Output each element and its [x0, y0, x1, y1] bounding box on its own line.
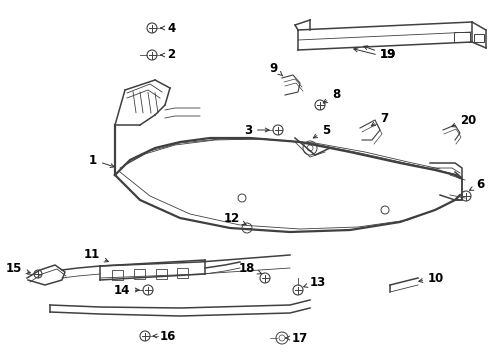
Text: 12: 12: [224, 211, 246, 225]
Text: 16: 16: [153, 329, 176, 342]
Text: 4: 4: [161, 22, 175, 35]
Text: 7: 7: [371, 112, 388, 126]
Text: 10: 10: [419, 271, 444, 284]
Text: 17: 17: [286, 332, 308, 345]
Text: 19: 19: [364, 46, 396, 62]
Text: 20: 20: [452, 113, 476, 127]
Text: 8: 8: [323, 89, 340, 103]
Text: 6: 6: [469, 179, 484, 192]
Text: 5: 5: [313, 123, 330, 138]
Text: 18: 18: [239, 261, 261, 274]
Text: 2: 2: [161, 49, 175, 62]
Text: 19: 19: [380, 49, 396, 62]
Text: 14: 14: [114, 284, 139, 297]
Text: 3: 3: [244, 123, 269, 136]
Text: 15: 15: [5, 261, 30, 274]
Text: 11: 11: [84, 248, 108, 262]
Text: 13: 13: [304, 275, 326, 288]
Text: 1: 1: [89, 153, 114, 167]
Text: 9: 9: [270, 62, 283, 76]
